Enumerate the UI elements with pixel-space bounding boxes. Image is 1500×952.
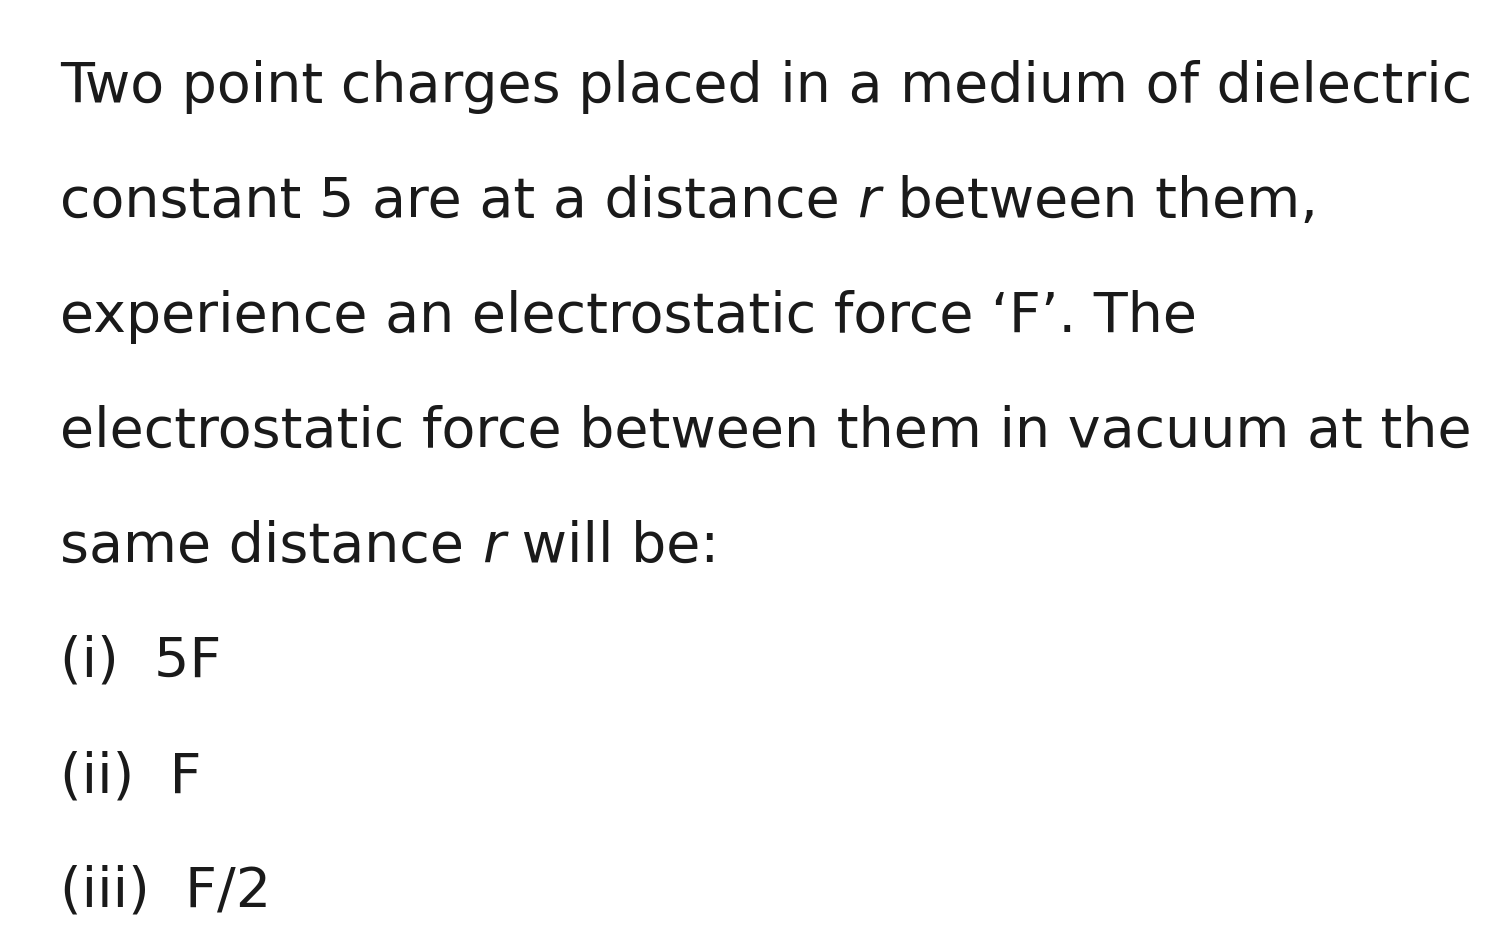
- Text: (i)  5F: (i) 5F: [60, 635, 222, 689]
- Text: r: r: [482, 520, 504, 573]
- Text: electrostatic force between them in vacuum at the: electrostatic force between them in vacu…: [60, 405, 1472, 459]
- Text: will be:: will be:: [504, 520, 720, 574]
- Text: (iii)  F/2: (iii) F/2: [60, 865, 272, 919]
- Text: experience an electrostatic force ‘F’. The: experience an electrostatic force ‘F’. T…: [60, 290, 1197, 344]
- Text: constant 5 are at a distance: constant 5 are at a distance: [60, 175, 858, 229]
- Text: r: r: [858, 175, 880, 228]
- Text: same distance: same distance: [60, 520, 482, 574]
- Text: Two point charges placed in a medium of dielectric: Two point charges placed in a medium of …: [60, 60, 1472, 114]
- Text: (ii)  F: (ii) F: [60, 750, 201, 804]
- Text: between them,: between them,: [880, 175, 1318, 229]
